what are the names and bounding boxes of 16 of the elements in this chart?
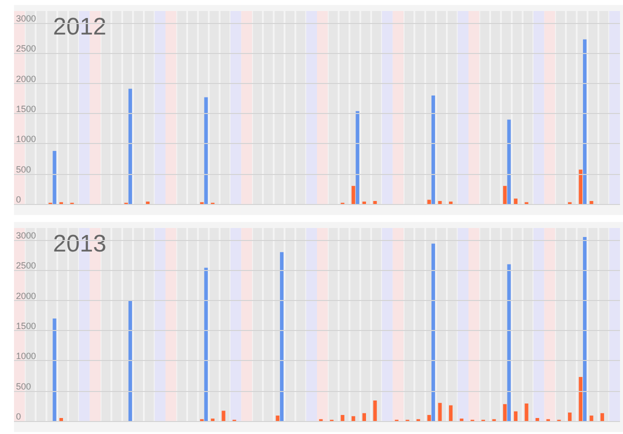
y-tick-label: 2000 xyxy=(16,290,36,301)
chart-title: 2012 xyxy=(53,14,106,40)
y-tick-label: 2500 xyxy=(16,260,36,271)
y-tick-label: 0 xyxy=(16,194,22,204)
y-tick-label: 3000 xyxy=(16,14,36,24)
y-tick-label: 2000 xyxy=(16,74,36,84)
y-tick-label: 500 xyxy=(16,381,32,392)
chart-title: 2013 xyxy=(53,230,106,258)
y-tick-label: 2500 xyxy=(16,44,36,54)
y-tick-label: 1000 xyxy=(16,351,36,362)
y-tick-label: 1000 xyxy=(16,134,36,144)
y-tick-label: 1500 xyxy=(16,321,36,332)
y-tick-label: 0 xyxy=(16,412,22,422)
y-tick-label: 500 xyxy=(16,164,32,174)
y-tick-label: 3000 xyxy=(16,230,36,241)
y-tick-label: 1500 xyxy=(16,104,36,114)
